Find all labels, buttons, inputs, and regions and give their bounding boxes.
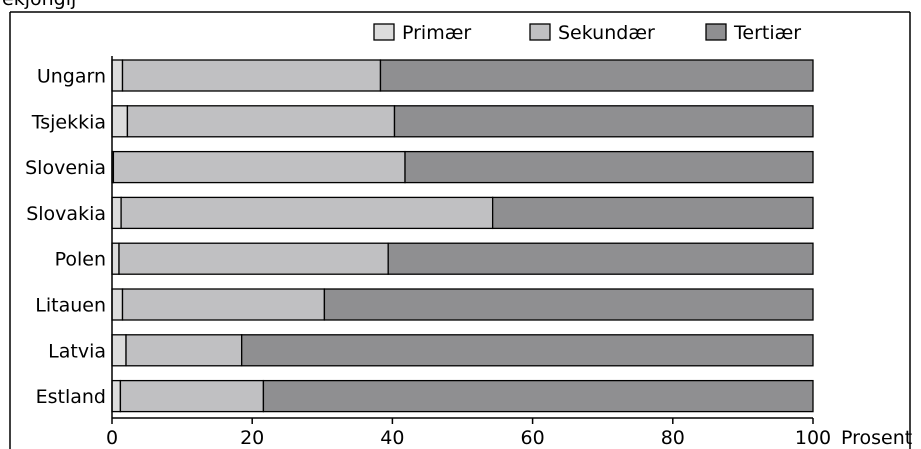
bar-slovakia-sekundaer: [120, 196, 494, 230]
category-label-ungarn: Ungarn: [37, 66, 106, 88]
bar-litauen-sekundaer: [121, 288, 326, 321]
header-partial-text: ekjonglj: [2, 0, 76, 10]
category-label-tsjekkia: Tsjekkia: [31, 111, 106, 133]
x-tick-label-20: 20: [240, 427, 264, 449]
bar-polen-primaer: [111, 242, 120, 275]
bar-slovenia-tertiaer: [404, 150, 814, 184]
category-labels: Ungarn Tsjekkia Slovenia Slovakia Polen Litau…: [25, 66, 106, 409]
legend-label-sekundaer: Sekundær: [558, 22, 655, 44]
bar-slovakia-tertiaer: [491, 196, 814, 230]
x-tick-label-60: 60: [521, 427, 545, 449]
bar-slovenia-sekundaer: [112, 150, 406, 184]
bar-latvia-primaer: [111, 334, 127, 367]
category-label-slovakia: Slovakia: [26, 203, 106, 225]
legend-swatch-sekundaer: [529, 23, 551, 41]
category-label-latvia: Latvia: [48, 340, 106, 362]
bar-polen-sekundaer: [118, 242, 389, 275]
legend-swatch-primaer: [373, 23, 395, 41]
x-axis: 0 20 40 60 80 100 Prosent: [106, 56, 912, 449]
bar-estland-primaer: [111, 379, 122, 413]
legend: Primær Sekundær Tertiær: [373, 22, 801, 44]
bar-estland-sekundaer: [119, 379, 265, 413]
bar-estland-tertiaer: [262, 379, 814, 413]
x-tick-label-0: 0: [106, 427, 118, 449]
bar-ungarn-primaer: [111, 59, 124, 92]
category-label-slovenia: Slovenia: [25, 157, 106, 179]
legend-label-primaer: Primær: [402, 22, 471, 44]
bar-tsjekkia-tertiaer: [393, 105, 814, 138]
bar-latvia-tertiaer: [241, 334, 814, 367]
bar-ungarn-sekundaer: [121, 59, 382, 92]
category-label-litauen: Litauen: [35, 295, 106, 317]
bar-latvia-sekundaer: [125, 334, 243, 367]
x-tick-label-40: 40: [380, 427, 404, 449]
bar-tsjekkia-primaer: [111, 105, 129, 138]
chart-frame: [9, 11, 911, 449]
x-axis-label: Prosent: [841, 427, 912, 449]
category-label-estland: Estland: [36, 386, 106, 408]
x-tick-label-100: 100: [795, 427, 831, 449]
bar-litauen-primaer: [111, 288, 124, 321]
bar-tsjekkia-sekundaer: [126, 105, 396, 138]
legend-label-tertiaer: Tertiær: [733, 22, 801, 44]
bar-polen-tertiaer: [387, 242, 814, 275]
legend-swatch-tertiaer: [705, 23, 727, 41]
bar-litauen-tertiaer: [323, 288, 814, 321]
bars: [111, 59, 814, 413]
x-tick-label-80: 80: [661, 427, 685, 449]
category-label-polen: Polen: [55, 249, 106, 271]
bar-ungarn-tertiaer: [379, 59, 814, 92]
bar-slovakia-primaer: [111, 196, 122, 230]
